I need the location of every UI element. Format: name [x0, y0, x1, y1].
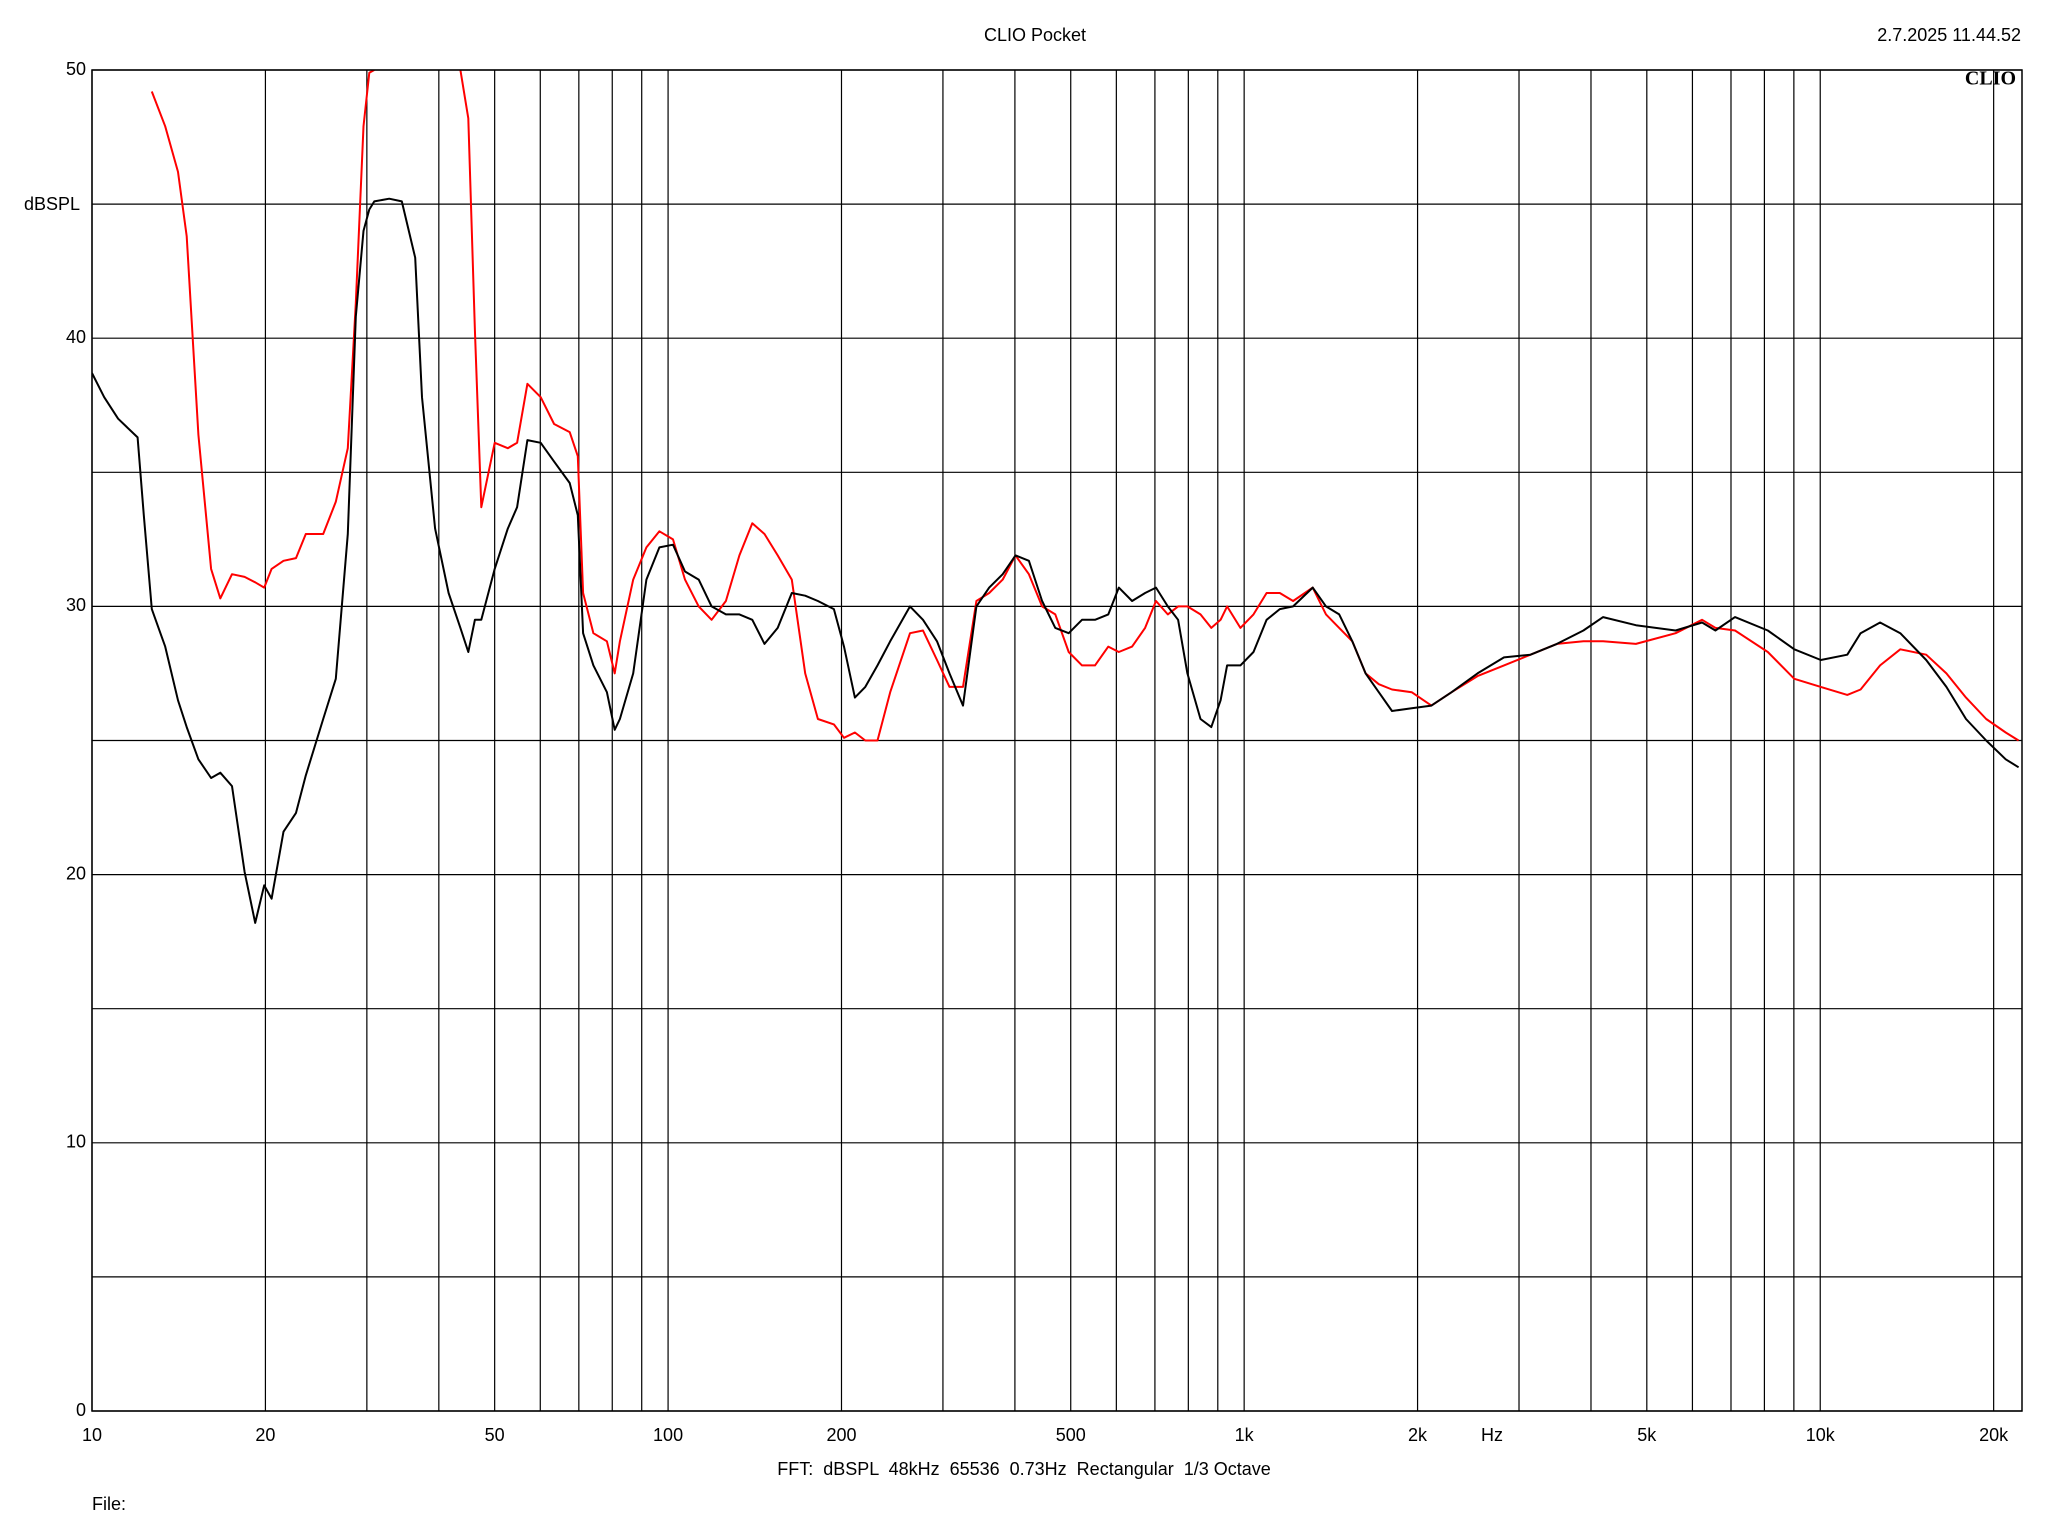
- y-tick-label: 30: [66, 595, 86, 615]
- y-tick-label: 40: [66, 327, 86, 347]
- x-tick-label: 200: [826, 1425, 856, 1445]
- footer: FFT: dBSPL 48kHz 65536 0.73Hz Rectangula…: [777, 1459, 1271, 1479]
- timestamp: 2.7.2025 11.44.52: [1877, 25, 2021, 45]
- y-axis-label: dBSPL: [24, 194, 80, 214]
- y-tick-label: 0: [76, 1400, 86, 1420]
- x-tick-label: 20k: [1979, 1425, 2009, 1445]
- x-tick-label: 10k: [1806, 1425, 1836, 1445]
- y-tick-label: 10: [66, 1132, 86, 1152]
- x-axis-label: Hz: [1481, 1425, 1503, 1445]
- chart-title: CLIO Pocket: [984, 25, 1086, 45]
- x-tick-label: 5k: [1637, 1425, 1657, 1445]
- x-tick-label: 2k: [1408, 1425, 1428, 1445]
- x-tick-label: 100: [653, 1425, 683, 1445]
- data-line: [150, 70, 2020, 742]
- x-tick-label: 1k: [1235, 1425, 1255, 1445]
- logo: CLIO: [1965, 68, 2016, 90]
- y-tick-label: 20: [66, 863, 86, 883]
- x-tick-label: 50: [485, 1425, 505, 1445]
- data-line: [92, 197, 2020, 924]
- file-label: File:: [92, 1494, 126, 1514]
- x-tick-label: 500: [1056, 1425, 1086, 1445]
- x-tick-label: 20: [255, 1425, 275, 1445]
- y-tick-label: 50: [66, 59, 86, 79]
- plot-frame: [91, 69, 2023, 1412]
- x-tick-label: 10: [82, 1425, 102, 1445]
